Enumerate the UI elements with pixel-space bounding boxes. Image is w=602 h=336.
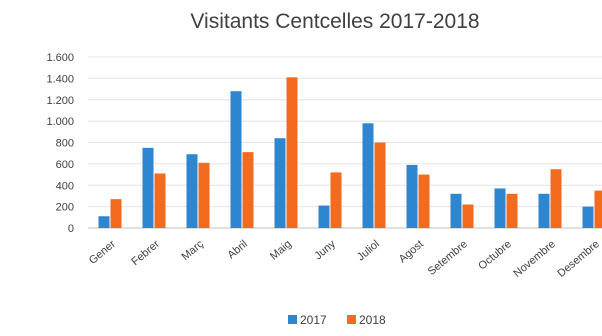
x-tick-label: Setembre (426, 238, 470, 278)
bar-2017-desembre (582, 206, 594, 228)
y-tick-label: 1.600 (46, 52, 74, 64)
bar-2018-agost (418, 174, 430, 228)
y-tick-label: 800 (56, 138, 74, 150)
x-tick-label: Juny (312, 238, 338, 262)
bar-2017-gener (98, 216, 110, 228)
legend-swatch-2017 (288, 315, 297, 324)
chart-title: Visitants Centcelles 2017-2018 (190, 10, 479, 33)
bar-2018-maig (286, 77, 298, 229)
x-tick-label: Març (179, 238, 206, 263)
x-tick-label: Desembre (555, 238, 602, 280)
bar-2018-setembre (462, 204, 474, 228)
legend: 2017 2018 (288, 313, 386, 327)
x-tick-label: Juliol (355, 238, 382, 263)
bar-2017-setembre (450, 193, 462, 228)
x-tick-label: Novembre (511, 238, 558, 280)
bar-2017-juliol (362, 123, 374, 228)
y-tick-label: 0 (68, 223, 74, 235)
bar-2018-juliol (374, 142, 386, 228)
legend-swatch-2018 (347, 315, 356, 324)
bar-2017-febrer (142, 147, 154, 228)
gridlines (88, 56, 602, 229)
bar-2017-agost (406, 164, 418, 228)
y-axis: 0 200 400 600 800 1.000 1.200 1.400 1.600 (46, 52, 74, 235)
y-tick-label: 200 (56, 202, 74, 214)
bar-2017-novembre (538, 193, 550, 228)
bar-2017-abril (230, 91, 242, 228)
bar-2017-juny (318, 205, 330, 228)
bar-2017-març (186, 154, 198, 228)
bars (98, 77, 602, 229)
bar-2018-març (198, 162, 210, 228)
x-tick-label: Octubre (476, 238, 514, 272)
bar-2017-maig (274, 138, 286, 228)
bar-2018-juny (330, 172, 342, 228)
y-tick-label: 400 (56, 180, 74, 192)
x-axis: Gener Febrer Març Abril Maig Juny Juliol Agost S… (87, 238, 602, 280)
x-tick-label: Gener (87, 238, 118, 267)
legend-label-2017: 2017 (300, 313, 327, 327)
bar-2018-desembre (594, 190, 602, 228)
x-tick-label: Maig (268, 238, 294, 263)
bar-2018-abril (242, 152, 254, 228)
x-tick-label: Febrer (129, 238, 162, 268)
bar-2018-gener (110, 199, 122, 228)
bar-2018-febrer (154, 173, 166, 228)
y-tick-label: 600 (56, 159, 74, 171)
x-tick-label: Agost (397, 238, 426, 265)
x-tick-label: Abril (225, 238, 250, 261)
bar-2017-octubre (494, 188, 506, 228)
bar-2018-novembre (550, 169, 562, 228)
y-tick-label: 1.000 (46, 116, 74, 128)
y-tick-label: 1.200 (46, 95, 74, 107)
legend-label-2018: 2018 (359, 313, 386, 327)
y-tick-label: 1.400 (46, 73, 74, 85)
bar-2018-octubre (506, 193, 518, 228)
